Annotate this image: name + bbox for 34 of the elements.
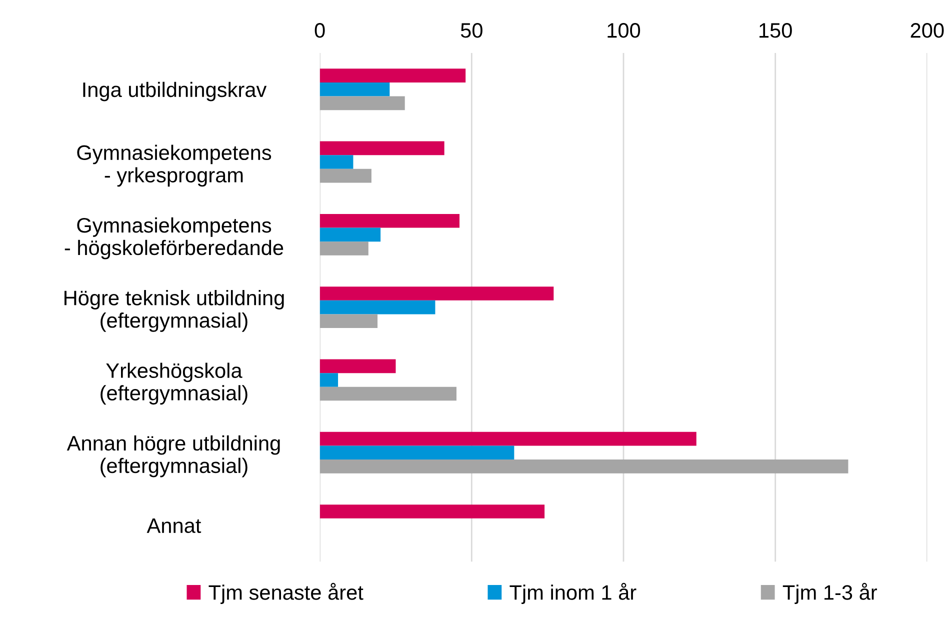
x-tick-label: 0 <box>314 23 325 38</box>
bar <box>320 68 466 82</box>
y-tick-label: Högre teknisk utbildning (eftergymnasial) <box>64 290 284 332</box>
x-tick-label: 50 <box>460 23 482 38</box>
bar <box>320 314 378 328</box>
bar <box>320 460 848 474</box>
bar <box>320 446 514 460</box>
bar <box>320 504 545 518</box>
y-tick-label: Inga utbildningskrav <box>83 82 267 102</box>
bar <box>320 214 460 228</box>
x-tick-label: 200 <box>910 23 944 38</box>
x-tick-label: 100 <box>608 23 640 38</box>
bar <box>320 155 354 169</box>
y-tick-label: Yrkeshögskola (eftergymnasial) <box>100 362 248 405</box>
bar <box>320 82 390 96</box>
y-tick-label: Gymnasiekompetens - yrkesprogram <box>77 144 272 187</box>
legend-label: Tjm inom 1 år <box>510 582 636 604</box>
bar <box>320 432 696 446</box>
bar <box>320 359 396 374</box>
bar <box>320 242 368 256</box>
bar <box>320 96 405 110</box>
bar <box>320 141 444 156</box>
bar <box>320 286 554 300</box>
bar <box>320 168 372 183</box>
x-tick-label: 150 <box>760 23 792 38</box>
y-tick-label: Annan högre utbildning (eftergymnasial) <box>66 435 280 478</box>
bar <box>320 373 338 387</box>
bar <box>320 386 456 401</box>
bar <box>320 300 436 314</box>
legend-label: Tjm 1-3 år <box>782 582 877 604</box>
y-tick-label: Annat <box>146 518 202 534</box>
bar <box>320 228 381 242</box>
y-tick-label: Gymnasiekompetens - högskoleförberedande <box>64 217 284 260</box>
legend-label: Tjm senaste året <box>208 582 364 604</box>
